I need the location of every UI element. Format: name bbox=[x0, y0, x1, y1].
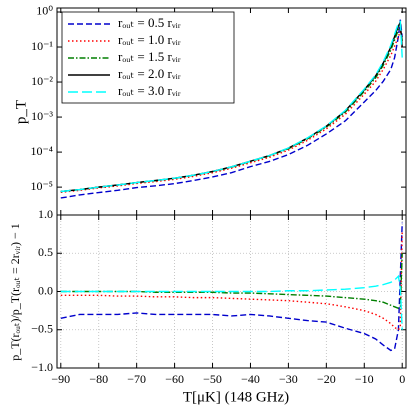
plot-frame bbox=[56, 214, 407, 369]
series-line bbox=[60, 222, 403, 352]
legend-label: rₒᵤₜ = 2.0 rᵥᵢᵣ bbox=[118, 66, 181, 81]
x-tick-label: −10 bbox=[355, 372, 374, 386]
x-axis-label: T[μK] (148 GHz) bbox=[183, 389, 289, 405]
x-tick-label: −40 bbox=[241, 372, 260, 386]
y-axis-label: p_T(rₒᵤₜ)/p_T(rₒᵤₜ = 2rᵥᵢᵣ) − 1 bbox=[8, 223, 22, 361]
y-tick-label: 0.0 bbox=[38, 283, 53, 297]
y-tick-label: −0.5 bbox=[31, 322, 53, 336]
x-tick-label: −60 bbox=[165, 372, 184, 386]
legend-label: rₒᵤₜ = 1.5 rᵥᵢᵣ bbox=[118, 49, 181, 64]
x-tick-label: −70 bbox=[127, 372, 146, 386]
series-line bbox=[60, 19, 403, 199]
x-tick-label: −80 bbox=[89, 372, 108, 386]
x-tick-label: −90 bbox=[51, 372, 70, 386]
y-tick-label: 10⁻² bbox=[31, 74, 53, 88]
series-line bbox=[60, 29, 403, 194]
y-tick-label: 1.0 bbox=[38, 207, 53, 221]
series-line bbox=[60, 274, 403, 330]
legend-label: rₒᵤₜ = 0.5 rᵥᵢᵣ bbox=[118, 15, 181, 30]
x-tick-label: −20 bbox=[317, 372, 336, 386]
series-line bbox=[60, 20, 403, 193]
y-tick-label: 10⁻⁵ bbox=[30, 179, 53, 193]
x-tick-label: −30 bbox=[279, 372, 298, 386]
series-line bbox=[60, 253, 403, 310]
y-tick-label: 0.5 bbox=[38, 245, 53, 259]
x-tick-label: 0 bbox=[399, 372, 405, 386]
y-tick-label: −1.0 bbox=[31, 360, 53, 374]
legend-box bbox=[61, 11, 235, 104]
y-tick-label: 10⁻⁴ bbox=[30, 144, 53, 158]
legend-label: rₒᵤₜ = 3.0 rᵥᵢᵣ bbox=[118, 83, 181, 98]
y-tick-label: 10⁻¹ bbox=[31, 39, 53, 53]
y-tick-label: 10⁻³ bbox=[31, 109, 53, 123]
legend-label: rₒᵤₜ = 1.0 rᵥᵢᵣ bbox=[118, 32, 181, 47]
y-axis-label: p_T bbox=[13, 100, 29, 124]
x-tick-label: −50 bbox=[203, 372, 222, 386]
y-tick-label: 10⁰ bbox=[36, 4, 53, 18]
series-line bbox=[60, 230, 403, 331]
